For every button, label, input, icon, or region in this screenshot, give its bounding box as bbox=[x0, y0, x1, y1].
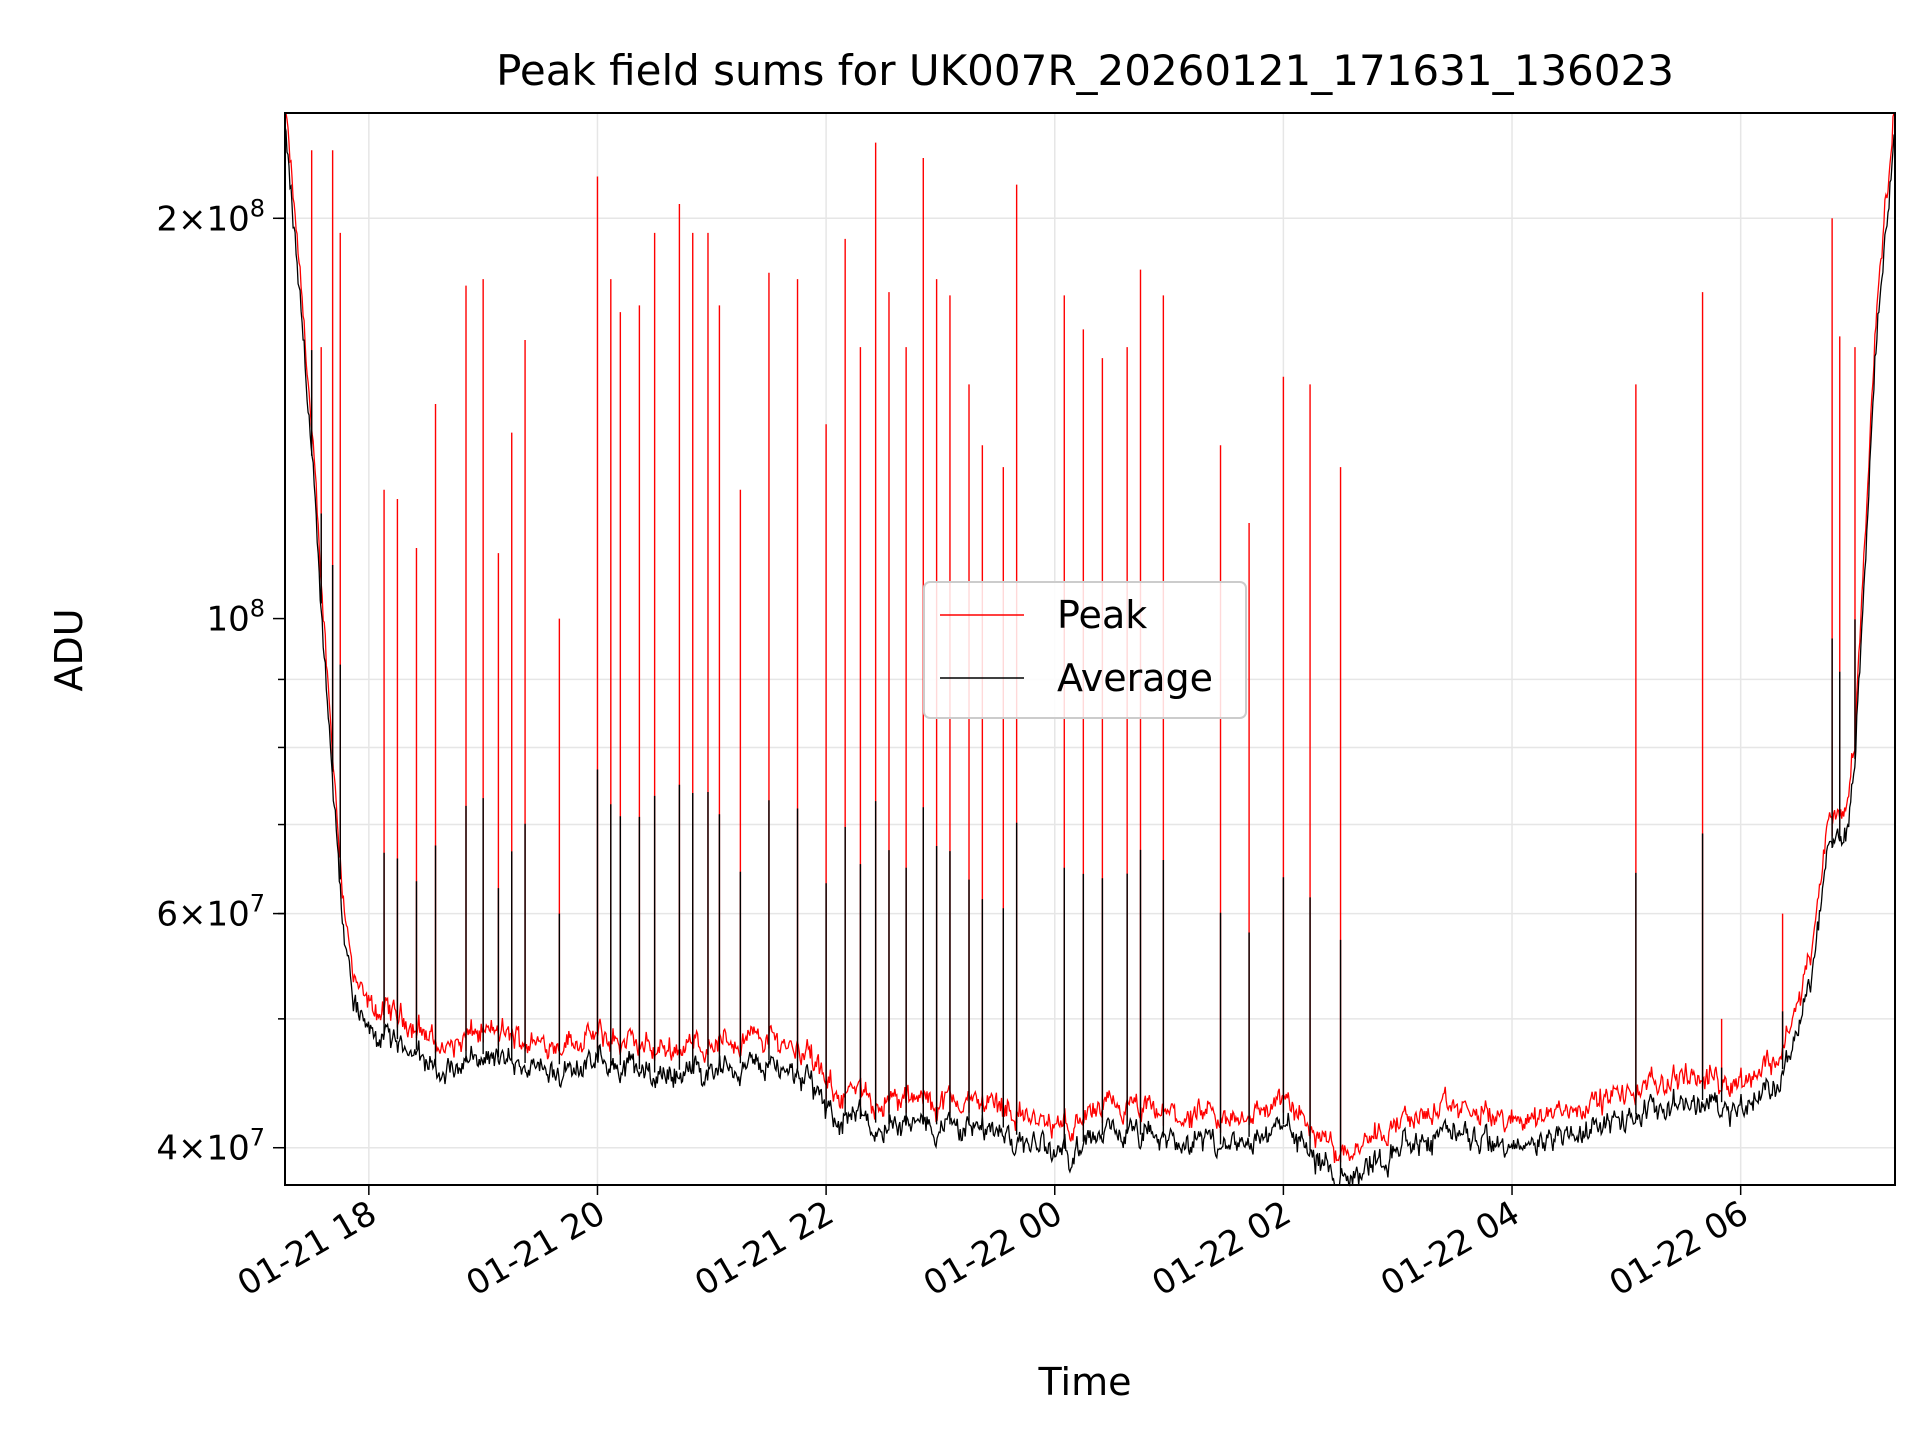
y-tick-label: 6×107 bbox=[156, 890, 265, 935]
legend-peak-label: Peak bbox=[1057, 593, 1147, 637]
legend: Peak Average bbox=[923, 581, 1247, 719]
series-average bbox=[284, 126, 1896, 1187]
legend-average-label: Average bbox=[1057, 656, 1213, 700]
x-axis-label: Time bbox=[1038, 1360, 1132, 1404]
y-tick-label: 108 bbox=[206, 595, 265, 640]
chart-title: Peak field sums for UK007R_20260121_1716… bbox=[496, 46, 1674, 95]
peak-line bbox=[285, 112, 1896, 1164]
average-line bbox=[284, 126, 1896, 1187]
legend-box bbox=[923, 581, 1247, 719]
y-axis-label: ADU bbox=[47, 608, 91, 691]
plot-frame bbox=[284, 112, 1896, 1186]
y-ticks: 4×107 6×107 108 2×108 bbox=[156, 194, 285, 1169]
y-tick-label: 4×107 bbox=[156, 1124, 265, 1169]
y-tick-label: 2×108 bbox=[156, 194, 265, 239]
